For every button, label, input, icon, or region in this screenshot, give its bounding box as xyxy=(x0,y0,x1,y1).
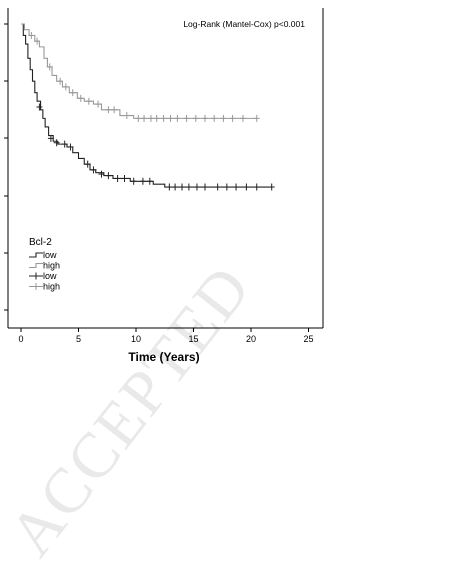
censor-mark-high xyxy=(229,114,236,122)
censor-mark-low xyxy=(179,183,185,191)
x-tick-label: 15 xyxy=(188,334,198,344)
censor-mark-high xyxy=(69,89,76,97)
censor-mark-high xyxy=(28,31,35,39)
censor-mark-low xyxy=(105,172,112,180)
legend-label: high xyxy=(43,282,60,292)
censor-mark-high xyxy=(34,37,41,45)
censor-mark-low xyxy=(121,174,128,182)
legend-label: low xyxy=(43,271,57,281)
censor-mark-high xyxy=(95,100,102,108)
censor-mark-high xyxy=(141,114,148,122)
censor-mark-high xyxy=(77,94,84,102)
censor-mark-low xyxy=(172,183,179,191)
legend-swatch-censored xyxy=(29,283,43,290)
censor-mark-low xyxy=(36,103,43,111)
censor-mark-high xyxy=(174,114,181,122)
x-axis-ticks: 0 5 10 15 20 25 xyxy=(18,328,314,344)
x-tick-label: 10 xyxy=(131,334,141,344)
censor-mark-high xyxy=(85,97,92,105)
censor-mark-high xyxy=(57,77,64,85)
x-tick-label: 20 xyxy=(246,334,256,344)
censor-mark-high xyxy=(211,114,218,122)
censor-mark-high xyxy=(147,114,154,122)
censor-mark-low xyxy=(139,177,146,185)
censor-mark-low xyxy=(61,140,68,148)
censor-mark-high xyxy=(167,114,174,122)
censor-mark-low xyxy=(130,177,137,185)
survival-curve-high xyxy=(21,23,257,119)
watermark-text: ACCEPTED xyxy=(0,252,264,569)
censor-mark-low xyxy=(253,183,260,191)
censor-mark-high xyxy=(183,114,190,122)
censor-mark-low xyxy=(67,143,74,151)
censor-mark-high xyxy=(239,114,246,122)
censor-mark-low xyxy=(114,174,121,182)
censor-mark-low xyxy=(193,183,200,191)
legend-label: high xyxy=(43,261,60,271)
censor-mark-low xyxy=(214,183,221,191)
legend-title: Bcl-2 xyxy=(29,237,52,248)
censor-mark-low xyxy=(98,170,105,178)
censor-mark-high xyxy=(135,114,142,122)
censor-mark-low xyxy=(53,139,60,147)
y-axis-ticks xyxy=(4,23,8,311)
censor-mark-high xyxy=(160,114,167,122)
survival-curve-low xyxy=(21,23,272,188)
legend-swatch-censored xyxy=(29,272,43,280)
x-tick-label: 5 xyxy=(76,334,81,344)
censor-mark-high xyxy=(62,83,69,91)
censor-mark-low xyxy=(84,160,91,168)
x-tick-label: 0 xyxy=(18,334,23,344)
censor-mark-high xyxy=(192,114,199,122)
censor-mark-high xyxy=(105,106,112,114)
censor-mark-low xyxy=(268,183,275,191)
censor-mark-low xyxy=(243,183,250,191)
censor-mark-high xyxy=(253,114,260,122)
censor-mark-low xyxy=(146,177,153,185)
logrank-annotation: Log-Rank (Mantel-Cox) p<0.001 xyxy=(183,19,305,29)
censor-mark-high xyxy=(111,106,118,114)
censor-mark-low xyxy=(90,166,97,174)
censor-mark-high xyxy=(202,114,208,122)
legend-swatch-step xyxy=(29,262,43,269)
censor-mark-low xyxy=(202,183,208,191)
censor-mark-high xyxy=(220,114,227,122)
censor-mark-high xyxy=(46,63,53,71)
censor-mark-high xyxy=(153,114,160,122)
series-layer xyxy=(21,23,275,191)
censor-mark-low xyxy=(185,183,192,191)
censor-mark-low xyxy=(47,134,54,142)
legend-label: low xyxy=(43,250,57,260)
legend-swatch-step xyxy=(29,252,43,258)
x-tick-label: 25 xyxy=(303,334,313,344)
x-axis-title: Time (Years) xyxy=(128,350,199,364)
censor-mark-low xyxy=(166,183,173,191)
censor-mark-low xyxy=(233,183,240,191)
censor-mark-high xyxy=(123,112,130,120)
censor-mark-low xyxy=(223,183,230,191)
